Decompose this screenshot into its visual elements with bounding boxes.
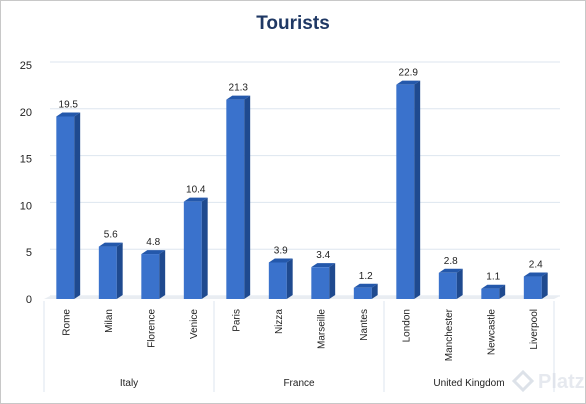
category-label-4: Paris: [231, 309, 242, 332]
category-label-7: Nantes: [359, 309, 370, 341]
category-label-1: Milan: [104, 309, 115, 333]
bar-nizza: [268, 258, 293, 299]
data-label-3: 10.4: [186, 185, 206, 196]
data-label-6: 3.4: [316, 250, 330, 261]
bar-front-3: [183, 201, 202, 299]
bar-top-3: [183, 197, 208, 202]
watermark: Platzi: [511, 369, 586, 393]
bar-side-1: [116, 242, 123, 299]
bar-top-0: [56, 112, 81, 117]
bar-front-2: [141, 254, 160, 299]
platzi-logo-icon: [511, 369, 535, 393]
bar-top-8: [396, 80, 421, 85]
category-label-6: Marseille: [316, 309, 327, 349]
chart-title: Tourists: [256, 13, 330, 34]
bars: [56, 80, 548, 299]
bar-front-11: [523, 276, 542, 299]
category-label-10: Newcastle: [486, 309, 497, 356]
data-label-2: 4.8: [146, 237, 160, 248]
category-label-11: Liverpool: [529, 309, 540, 350]
y-tick-label-2: 10: [20, 200, 32, 212]
y-tick-label-0: 0: [26, 294, 32, 306]
category-label-3: Venice: [189, 309, 200, 339]
bar-newcastle: [481, 284, 506, 299]
bar-top-10: [481, 284, 506, 289]
category-label-0: Rome: [61, 309, 72, 336]
bar-venice: [183, 197, 208, 299]
bar-london: [396, 80, 421, 299]
bar-side-11: [541, 272, 548, 299]
data-label-1: 5.6: [104, 230, 118, 241]
bar-rome: [56, 112, 81, 299]
data-label-11: 2.4: [529, 260, 543, 271]
chart-floor-plane: [44, 296, 560, 299]
data-label-9: 2.8: [444, 256, 458, 267]
bar-top-11: [523, 272, 548, 277]
group-label-united-kingdom: United Kingdom: [433, 378, 504, 389]
bar-front-5: [268, 262, 287, 299]
bar-top-1: [98, 242, 123, 247]
y-tick-label-3: 15: [20, 154, 32, 166]
group-label-france: France: [283, 378, 315, 389]
data-labels: 19.5 5.6 4.8 10.4 21.3 3.9 3.4 1.2 22.9 2.8 1.1 2.4: [59, 68, 544, 283]
bar-top-9: [438, 268, 463, 273]
bar-side-4: [244, 95, 251, 299]
bar-top-7: [353, 283, 378, 288]
bar-side-10: [499, 284, 506, 299]
category-label-9: Manchester: [444, 308, 455, 361]
bar-side-6: [329, 263, 336, 299]
bar-paris: [226, 95, 251, 299]
bar-front-9: [438, 272, 457, 299]
bar-florence: [141, 250, 166, 299]
bar-side-3: [201, 197, 208, 299]
data-label-7: 1.2: [359, 271, 373, 282]
bar-top-5: [268, 258, 293, 263]
bar-liverpool: [523, 272, 548, 299]
category-label-2: Florence: [146, 309, 157, 348]
bar-top-6: [311, 263, 336, 268]
bar-side-7: [371, 283, 378, 299]
watermark-text: Platzi: [538, 371, 586, 393]
category-label-8: London: [401, 309, 412, 342]
category-label-5: Nizza: [274, 309, 285, 334]
bar-front-1: [98, 246, 117, 299]
bar-side-8: [414, 80, 421, 299]
data-label-10: 1.1: [486, 272, 500, 283]
bar-top-4: [226, 95, 251, 100]
bar-nantes: [353, 283, 378, 299]
data-label-8: 22.9: [399, 68, 419, 79]
data-label-5: 3.9: [274, 245, 288, 256]
bar-side-9: [456, 268, 463, 299]
bar-front-6: [311, 267, 330, 299]
group-label-italy: Italy: [120, 378, 138, 389]
bar-front-8: [396, 84, 415, 299]
x-axis: Rome Milan Florence Venice Paris Nizza Marseil…: [43, 301, 555, 392]
bar-front-4: [226, 99, 245, 299]
bar-front-7: [353, 287, 372, 299]
bar-manchester: [438, 268, 463, 299]
y-tick-label-4: 20: [20, 107, 32, 119]
bar-milan: [98, 242, 123, 299]
y-axis: 0 5 10 15 20 25: [20, 60, 32, 306]
bar-side-2: [159, 250, 166, 299]
data-label-4: 21.3: [229, 83, 249, 94]
bar-side-5: [286, 258, 293, 299]
bar-front-0: [56, 116, 75, 299]
bar-marseille: [311, 263, 336, 299]
chart-floor: [44, 296, 560, 299]
bar-side-0: [74, 112, 81, 299]
data-label-0: 19.5: [59, 99, 79, 110]
bar-top-2: [141, 250, 166, 255]
y-tick-label-5: 25: [20, 60, 32, 72]
y-tick-label-1: 5: [26, 247, 32, 259]
bar-front-10: [481, 288, 500, 299]
